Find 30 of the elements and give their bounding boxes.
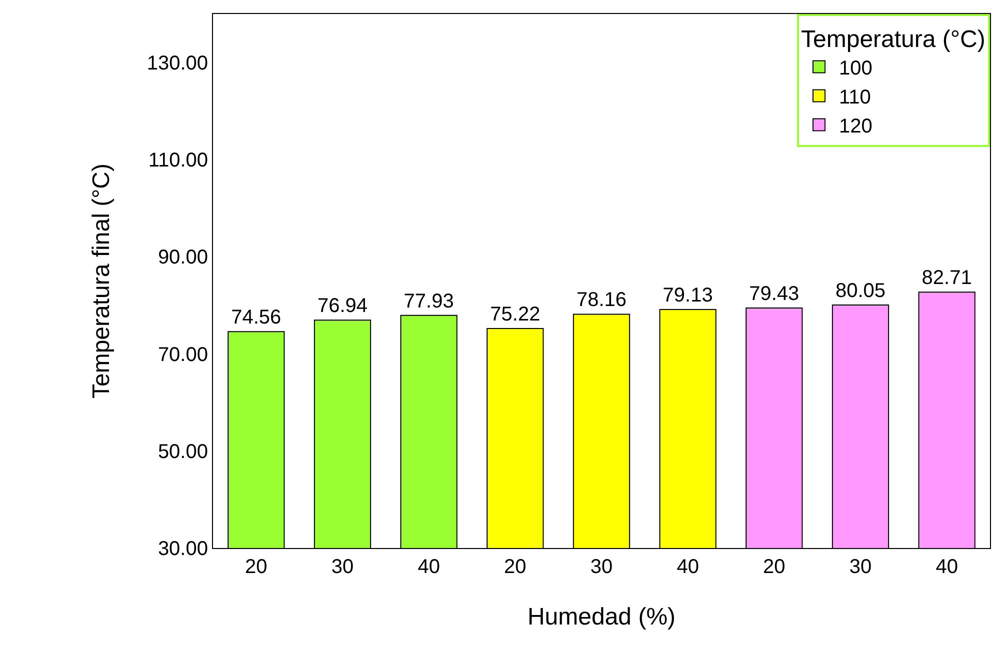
y-tick-label: 50.00 [158, 440, 208, 463]
x-tick-label: 20 [504, 556, 526, 578]
data-label: 76.94 [317, 295, 368, 318]
data-label: 79.13 [662, 284, 713, 306]
legend-label: 100 [839, 58, 872, 80]
data-label: 78.16 [576, 289, 627, 312]
x-axis-title: Humedad (%) [527, 603, 676, 630]
x-tick-label: 20 [245, 556, 268, 578]
legend-title: Temperatura (°C) [801, 26, 986, 54]
data-label: 77.93 [404, 290, 454, 312]
data-label: 74.56 [231, 306, 282, 329]
y-tick-label: 90.00 [158, 246, 208, 269]
data-label: 82.71 [922, 267, 972, 290]
legend-label: 110 [839, 86, 871, 108]
legend-label: 120 [839, 116, 872, 138]
x-tick-label: 30 [849, 556, 872, 578]
x-tick-label: 40 [936, 556, 958, 578]
x-tick-label: 30 [590, 556, 613, 578]
x-tick-label: 40 [676, 556, 699, 578]
data-label: 75.22 [490, 303, 540, 326]
data-label: 80.05 [835, 280, 886, 302]
y-tick-label: 130.00 [146, 52, 208, 75]
y-tick-label: 30.00 [158, 538, 208, 560]
data-label: 79.43 [749, 283, 800, 306]
y-tick-label: 70.00 [158, 344, 208, 366]
x-tick-label: 30 [331, 556, 354, 578]
y-axis-title: Temperatura final (°C) [88, 163, 115, 399]
x-tick-label: 40 [418, 556, 440, 578]
x-tick-label: 20 [763, 556, 786, 578]
y-tick-label: 110.00 [148, 150, 208, 172]
